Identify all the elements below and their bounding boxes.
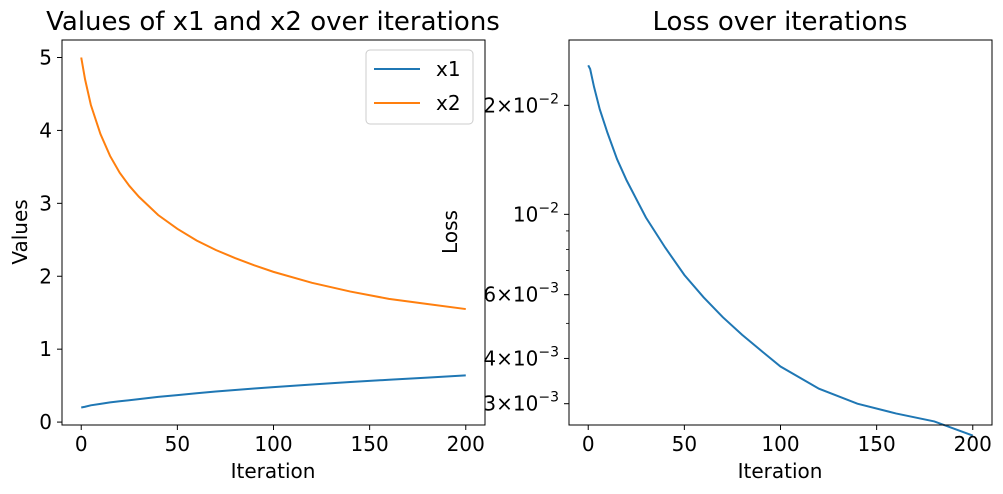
- tick-exponent: −3: [538, 390, 559, 406]
- x-tick-label: 50: [165, 432, 190, 456]
- x-tick-label: 200: [954, 432, 992, 456]
- y-tick-label: 5: [39, 46, 52, 70]
- y-tick-label: 1: [39, 337, 52, 361]
- tick-times-sign: ×: [496, 93, 513, 117]
- y-tick-label: 2×10−2: [483, 91, 559, 117]
- chart-loss: Loss over iterations Iteration Loss 0 50 1…: [438, 7, 993, 483]
- tick-base: 10: [513, 202, 538, 226]
- x-tick-label: 200: [447, 432, 485, 456]
- y-tick-label: 10−2: [513, 200, 559, 226]
- y-tick-label: 3: [39, 191, 52, 215]
- tick-exponent: −2: [538, 200, 559, 216]
- series-line-x1: [81, 374, 466, 409]
- tick-base: 10: [513, 283, 538, 307]
- x-tick-label: 100: [761, 432, 799, 456]
- x-tick-label: 0: [582, 432, 595, 456]
- tick-mantissa: 3: [483, 392, 496, 416]
- y-tick-label: 2: [39, 264, 52, 288]
- x-tick-label: 150: [858, 432, 896, 456]
- tick-exponent: −3: [538, 281, 559, 297]
- tick-exponent: −2: [538, 91, 559, 107]
- y-tick-label: 4×10−3: [483, 344, 559, 370]
- y-tick-label: 6×10−3: [483, 281, 559, 307]
- x-axis-label: Iteration: [231, 459, 316, 483]
- tick-times-sign: ×: [496, 346, 513, 370]
- x-tick-label: 150: [351, 432, 389, 456]
- plot-frame: [568, 39, 993, 426]
- legend-label: x1: [436, 57, 461, 81]
- chart-values: Values of x1 and x2 over iterations Iter…: [8, 7, 500, 483]
- tick-base: 10: [513, 346, 538, 370]
- plot-frame: [61, 39, 486, 426]
- chart-title: Loss over iterations: [653, 7, 908, 37]
- tick-base: 10: [513, 93, 538, 117]
- x-axis-label: Iteration: [738, 459, 823, 483]
- chart-title: Values of x1 and x2 over iterations: [46, 7, 500, 37]
- tick-times-sign: ×: [496, 392, 513, 416]
- x-tick-label: 100: [254, 432, 292, 456]
- tick-mantissa: 6: [483, 283, 496, 307]
- x-tick-label: 50: [672, 432, 697, 456]
- series-line-loss: [587, 64, 974, 437]
- tick-base: 10: [513, 392, 538, 416]
- y-tick-label: 3×10−3: [483, 390, 559, 416]
- tick-mantissa: 4: [483, 346, 496, 370]
- y-tick-label: 4: [39, 118, 52, 142]
- tick-exponent: −3: [538, 344, 559, 360]
- x-tick-label: 0: [75, 432, 88, 456]
- series-line-x2: [80, 57, 466, 311]
- tick-mantissa: 2: [483, 93, 496, 117]
- legend-label: x2: [436, 91, 461, 115]
- y-tick-label: 0: [39, 410, 52, 434]
- tick-times-sign: ×: [496, 283, 513, 307]
- y-axis-label: Values: [8, 199, 32, 264]
- y-axis-label: Loss: [438, 210, 462, 254]
